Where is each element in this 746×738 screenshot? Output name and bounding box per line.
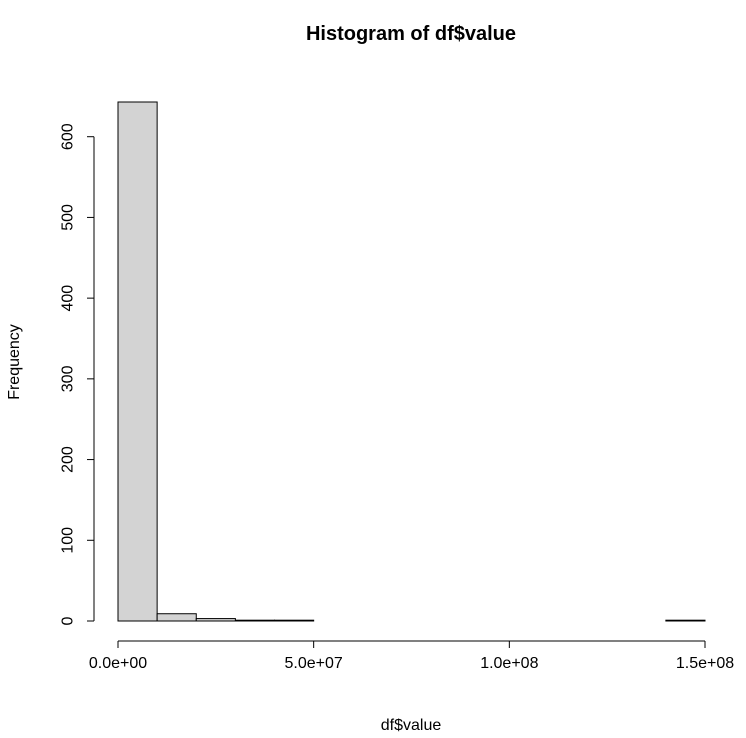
x-tick-label: 1.5e+08	[676, 655, 734, 672]
y-tick-label: 0	[60, 616, 77, 625]
x-axis-label: df$value	[381, 717, 442, 734]
y-axis: 0 100 200 300 400 500 600	[60, 123, 95, 625]
histogram-bar	[274, 619, 315, 622]
y-tick-label: 500	[60, 204, 77, 231]
y-tick-label: 600	[60, 123, 77, 150]
histogram-bar	[156, 613, 197, 622]
x-tick-label: 0.0e+00	[89, 655, 147, 672]
y-tick-label: 400	[60, 285, 77, 312]
chart-title: Histogram of df$value	[306, 23, 516, 45]
bars-group	[117, 101, 706, 622]
x-tick-label: 5.0e+07	[285, 655, 343, 672]
y-axis-label: Frequency	[6, 324, 23, 400]
x-tick-label: 1.0e+08	[480, 655, 538, 672]
x-axis: 0.0e+00 5.0e+07 1.0e+08 1.5e+08	[89, 640, 734, 672]
histogram-bar	[234, 619, 276, 622]
y-tick-label: 300	[60, 365, 77, 392]
histogram-bar	[195, 618, 236, 622]
y-tick-label: 200	[60, 446, 77, 473]
histogram-bar	[665, 619, 706, 622]
y-tick-label: 100	[60, 527, 77, 554]
histogram-bar	[117, 101, 158, 622]
